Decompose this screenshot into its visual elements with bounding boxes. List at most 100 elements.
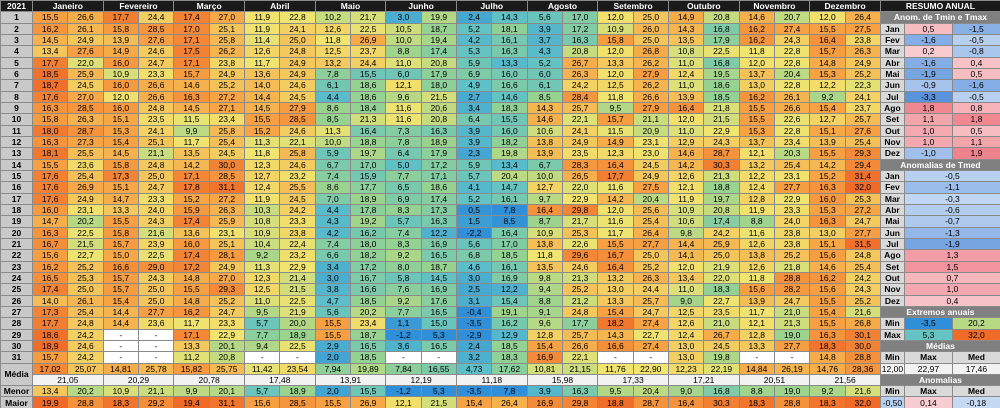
tmax-cell: 22,0 — [703, 271, 740, 285]
table-row: 15 17,6 25,4 17,3 25,0 17,1 28,5 12,7 23,2 7,4 15,… — [0, 169, 1000, 183]
tmin-cell: 3,6 — [385, 339, 422, 353]
tmin-cell: 17,5 — [173, 45, 210, 58]
tmin-cell: 16,3 — [31, 101, 69, 115]
tmax-cell: - — [773, 351, 811, 364]
table-row: Média 17,02 25,07 14,81 25,78 15,82 25,75 11,42… — [0, 362, 1000, 387]
tmin-cell: 12,4 — [738, 181, 775, 194]
tmax-cell: 25,9 — [703, 237, 740, 251]
tmax-cell: 17,7 — [561, 317, 599, 330]
tmax-cell: 15,4 — [491, 294, 528, 307]
tmax-cell: 25,7 — [632, 294, 669, 307]
tmin-cell: 12,6 — [314, 22, 351, 35]
tmin-cell: 15,4 — [102, 294, 139, 307]
tmax-cell: 16,9 — [420, 237, 457, 251]
tmin-cell: 16,3 — [31, 226, 69, 239]
tmin-cell: - — [385, 351, 422, 364]
tmin-cell: 16,6 — [597, 339, 634, 353]
month-header: Dezembro — [809, 0, 881, 13]
tmin-cell: 14,4 — [667, 237, 705, 251]
tmin-cell: 15,3 — [102, 124, 139, 137]
tmin-cell: 13,0 — [809, 226, 846, 239]
tmin-cell: 15,5 — [597, 237, 634, 251]
tmax-cell: 29,3 — [844, 147, 881, 160]
tmin-cell: 15,5 — [314, 328, 351, 341]
tmax-cell: 28,8 — [844, 351, 881, 364]
tmin-cell: 6,7 — [526, 158, 563, 171]
tmax-cell: 29,0 — [137, 260, 175, 273]
col-header: Max — [903, 351, 953, 364]
maior-cell: 19,9 — [31, 396, 69, 408]
menor-cell: 5,7 — [243, 385, 281, 398]
tmin-cell: 17,4 — [173, 11, 210, 24]
section-title: Extremos anuais — [879, 305, 1000, 319]
tmin-cell: 6,5 — [385, 181, 422, 194]
tmax-cell: 24,9 — [208, 260, 245, 273]
tmin-cell: 17,7 — [102, 11, 139, 24]
anom-tmin: -1,6 — [903, 56, 953, 69]
tmin-cell: 11,0 — [667, 124, 705, 137]
maior-cell: 26,4 — [491, 396, 528, 408]
tmax-cell: 27,7 — [632, 237, 669, 251]
media-cell: 14,76 — [809, 362, 846, 375]
tmax-cell: 24,6 — [561, 260, 599, 273]
tmin-cell: 13,3 — [597, 294, 634, 307]
tmin-cell: 12,0 — [597, 67, 634, 81]
tmax-cell: 23,8 — [773, 237, 811, 251]
tmin-cell: 13,6 — [243, 67, 281, 81]
tmax-cell: 26,7 — [703, 328, 740, 341]
menor-cell: 20,2 — [67, 385, 104, 398]
tmin-cell: 12,0 — [667, 260, 705, 273]
tmin-cell: 12,1 — [738, 147, 775, 160]
tmin-cell: 12,0 — [597, 11, 634, 24]
tmin-cell: 11,5 — [597, 124, 634, 137]
tmin-cell: 13,8 — [526, 237, 563, 251]
day-label: 23 — [0, 260, 33, 273]
tmax-cell: 15,5 — [349, 67, 387, 81]
media-cell: 7,84 — [385, 362, 422, 375]
tmax-cell: 19,9 — [420, 11, 457, 24]
tmin-cell: 13,5 — [173, 147, 210, 160]
tmax-cell: 14,3 — [491, 11, 528, 24]
menor-cell: 9,2 — [809, 385, 846, 398]
tmin-cell: 12,8 — [738, 192, 775, 205]
tmin-cell: 14,1 — [667, 249, 705, 262]
table-row: 21 16,7 21,5 15,7 23,9 16,0 25,1 10,4 22,4 7,4 18,… — [0, 237, 1000, 251]
day-label: 14 — [0, 158, 33, 171]
tmin-cell: 9,2 — [385, 294, 422, 307]
tmin-cell: 12,5 — [243, 283, 281, 296]
tmin-cell: - — [597, 351, 634, 364]
tmax-cell: 30,0 — [208, 158, 245, 171]
tmin-cell: 10,8 — [243, 215, 281, 228]
tmax-cell: 26,8 — [844, 317, 881, 330]
tmax-cell: 17,9 — [420, 67, 457, 81]
tmax-cell: 19,5 — [703, 67, 740, 81]
tmax-cell: 18,9 — [349, 192, 387, 205]
tmax-cell: 23,4 — [349, 317, 387, 330]
tmax-cell: 26,3 — [632, 271, 669, 285]
tmin-cell: 12,8 — [738, 328, 775, 341]
tmin-cell: 14,6 — [809, 260, 846, 273]
day-label: 29 — [0, 328, 33, 341]
tmax-cell: 22,9 — [208, 328, 245, 341]
tmin-cell: 11,6 — [738, 226, 775, 239]
tmin-cell: 11,0 — [667, 79, 705, 92]
tmin-cell: 17,1 — [173, 169, 210, 183]
table-row: 4 13,4 27,6 14,9 24,6 17,5 26,2 12,6 24,8 12,5 23,… — [0, 45, 1000, 58]
tmax-cell: 24,9 — [67, 192, 104, 205]
tmin-cell: 15,5 — [738, 101, 775, 115]
tmax-cell: 25,0 — [703, 249, 740, 262]
tmin-cell: 8,8 — [385, 45, 422, 58]
tmin-cell: 18,9 — [31, 339, 69, 353]
tmin-cell: 3,4 — [455, 101, 493, 115]
anom-tmin: -3,3 — [903, 90, 953, 103]
menor-cell: 10,9 — [102, 385, 139, 398]
month-label: Abr — [879, 203, 905, 217]
day-label: 17 — [0, 192, 33, 205]
tmax-cell: 23,5 — [137, 113, 175, 126]
tmin-cell: 11,8 — [526, 249, 563, 262]
day-label: 10 — [0, 113, 33, 126]
tmin-cell: 15,4 — [597, 305, 634, 319]
tmin-cell: 9,1 — [526, 305, 563, 319]
tmax-cell: 14,6 — [491, 90, 528, 103]
anom-tmin: -1,9 — [903, 67, 953, 81]
